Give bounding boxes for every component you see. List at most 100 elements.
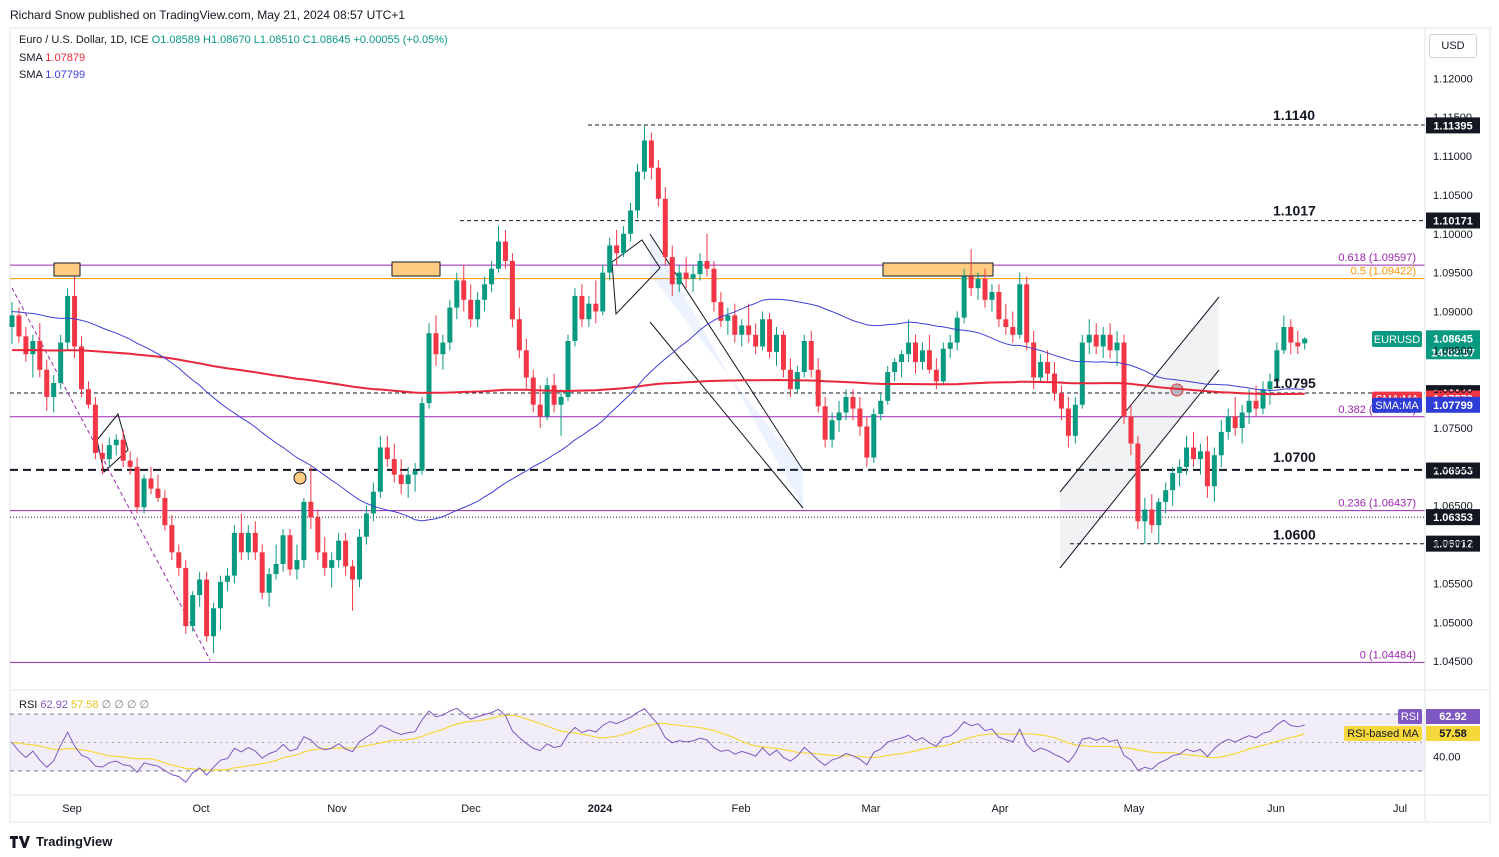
price-tag xyxy=(1426,509,1480,526)
sma-legend-blue[interactable]: SMA 1.07799 xyxy=(19,69,85,81)
candle-body xyxy=(454,280,460,308)
rsi-ma-name-tag xyxy=(1344,726,1422,741)
candle-body xyxy=(704,260,710,269)
candle-body xyxy=(753,334,759,347)
candle-body xyxy=(37,341,43,370)
time-tick-label: Nov xyxy=(327,803,347,815)
candle-body xyxy=(1052,373,1057,394)
candle-body xyxy=(607,245,613,273)
candle-body xyxy=(266,574,272,593)
time-tick-label: May xyxy=(1124,803,1145,815)
candle-body xyxy=(968,276,974,289)
price-tag xyxy=(1426,117,1480,134)
candle-body xyxy=(468,299,474,320)
candle-body xyxy=(829,420,835,440)
candle-body xyxy=(1156,501,1162,526)
candle-body xyxy=(134,466,140,508)
candle-body xyxy=(1163,490,1169,502)
time-axis: Sep Oct Nov Dec 2024 Feb Mar Apr May Jun Jul xyxy=(62,803,1407,815)
candle-body xyxy=(259,552,265,593)
candle-body xyxy=(544,385,550,417)
candle-body xyxy=(1086,334,1092,343)
rsi-label: RSI xyxy=(19,699,38,711)
candle-body xyxy=(774,334,779,352)
sma-legend-red[interactable]: SMA 1.07879 xyxy=(19,52,85,64)
candle-body xyxy=(273,563,279,575)
symbol-legend[interactable]: Euro / U.S. Dollar, 1D, ICE O1.08589 H1.… xyxy=(19,34,448,46)
price-tag xyxy=(1426,396,1480,413)
candle-body xyxy=(655,167,661,199)
candle-body xyxy=(641,140,647,172)
candle-body xyxy=(1177,466,1183,474)
bear-flag-pattern xyxy=(96,412,129,473)
price-tick-label: 1.11500 xyxy=(1433,112,1472,124)
candle-body xyxy=(1225,416,1231,432)
price-tag-label: 1.11395 xyxy=(1433,120,1472,132)
candle-body xyxy=(558,396,564,405)
rsi-extra: ∅ ∅ ∅ ∅ xyxy=(101,699,150,711)
candle-body xyxy=(1142,509,1148,522)
footer-brand: TradingView xyxy=(36,834,113,849)
supply-zone-box xyxy=(391,261,441,277)
candle-body xyxy=(197,579,203,596)
published-note: Richard Snow published on TradingView.co… xyxy=(10,8,406,22)
candle-body xyxy=(635,171,640,211)
candle-body xyxy=(412,470,418,475)
price-tick-label: 1.08500 xyxy=(1433,345,1473,357)
candle-body xyxy=(1232,416,1238,429)
candle-body xyxy=(190,595,196,627)
price-tag-label: 14:02:57 xyxy=(1431,347,1475,359)
candle-body xyxy=(760,319,766,347)
candle-body xyxy=(350,566,356,580)
candle-body xyxy=(30,341,36,355)
candle-body xyxy=(892,361,898,373)
tradingview-footer[interactable]: TradingView xyxy=(10,834,112,849)
candle-body xyxy=(280,535,286,564)
descending-channel-upper xyxy=(649,233,804,471)
candle-body xyxy=(218,581,223,609)
candle-body xyxy=(1281,327,1287,351)
candle-body xyxy=(363,513,369,537)
candle-body xyxy=(1003,319,1009,328)
candle-body xyxy=(155,488,161,498)
candle-body xyxy=(231,532,237,576)
candle-body xyxy=(238,532,244,553)
rsi-legend[interactable]: RSI 62.92 57.58 ∅ ∅ ∅ ∅ xyxy=(19,698,149,711)
candle-body xyxy=(294,560,300,570)
candle-body xyxy=(1010,327,1016,335)
candle-body xyxy=(301,501,307,561)
fib-label: 0 (1.04484) xyxy=(1360,649,1416,661)
candle-body xyxy=(482,284,488,300)
price-tick-label: 1.06000 xyxy=(1433,540,1473,552)
price-tick-label: 1.05000 xyxy=(1433,617,1473,629)
candle-body xyxy=(815,369,821,407)
candle-body xyxy=(447,307,453,343)
candle-body xyxy=(551,385,557,405)
candle-body xyxy=(697,260,703,275)
candle-body xyxy=(1246,400,1252,413)
moving-averages-layer xyxy=(11,298,1305,522)
candle-body xyxy=(996,292,1002,320)
candle-body xyxy=(836,412,842,421)
candle-body xyxy=(245,532,251,553)
price-tag xyxy=(1426,212,1480,229)
currency-button[interactable]: USD xyxy=(1429,34,1477,58)
rsi-pane: 40.00 RSI 62.92 RSI-based MA 57.58 xyxy=(10,707,1480,783)
candle-body xyxy=(975,278,981,289)
price-tick-label: 1.07500 xyxy=(1433,423,1473,435)
candle-body xyxy=(120,439,126,461)
candle-body xyxy=(940,348,946,382)
annotations-layer: 1.1140 1.1017 1.0795 1.0700 1.0600 0.618 (1.0… xyxy=(1273,107,1480,661)
rsi-value: 62.92 xyxy=(40,699,68,711)
rsi-ma-value: 57.58 xyxy=(71,699,99,711)
candle-body xyxy=(746,325,752,335)
time-tick-label: Dec xyxy=(461,803,481,815)
candle-body xyxy=(92,404,98,453)
candle-body xyxy=(204,579,210,637)
price-tick-label: 1.11000 xyxy=(1433,151,1472,163)
candle-body xyxy=(211,608,217,637)
time-tick-label: Apr xyxy=(991,803,1008,815)
descending-channel-fill xyxy=(650,234,803,508)
time-tick-label: 2024 xyxy=(588,803,613,815)
